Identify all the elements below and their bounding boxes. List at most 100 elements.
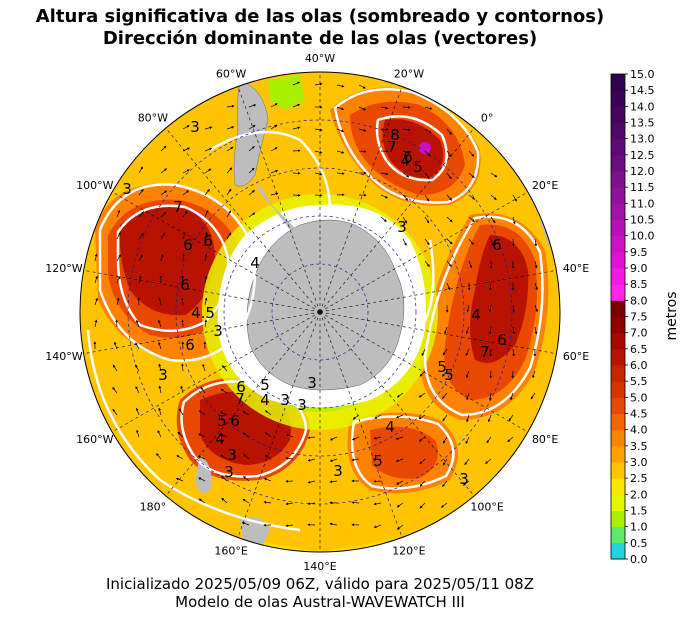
longitude-label: 80°W <box>138 111 168 124</box>
direction-arrow <box>270 103 278 108</box>
colorbar-segment <box>611 526 625 544</box>
direction-arrow <box>488 282 492 291</box>
direction-arrow <box>158 385 162 394</box>
direction-arrow <box>204 147 213 152</box>
direction-arrow <box>424 172 430 180</box>
direction-arrow <box>358 106 367 111</box>
direction-arrow <box>204 168 212 174</box>
direction-arrow <box>264 454 272 460</box>
meridian-line <box>319 270 557 313</box>
colorbar-tick-label: 14.0 <box>630 100 655 113</box>
contour-label: 5 <box>373 452 383 470</box>
direction-arrow <box>204 253 208 262</box>
direction-arrow <box>204 319 208 328</box>
contour-label: 6 <box>492 236 502 254</box>
colorbar-segment <box>611 397 625 414</box>
longitude-labels: 40°W 20°W 0° 20°E 40°E 60°E 80°E 100°E 120°E 140°… <box>45 52 589 573</box>
direction-arrow <box>221 476 228 482</box>
direction-arrow <box>204 231 208 240</box>
direction-arrow <box>358 128 367 132</box>
colorbar-tick-label: 12.5 <box>630 149 655 162</box>
direction-arrow <box>292 193 301 197</box>
colorbar-tick-label: 10.5 <box>630 214 655 227</box>
direction-arrow <box>402 106 411 109</box>
direction-arrow <box>177 431 184 438</box>
direction-arrow <box>138 233 144 240</box>
colorbar-tick-label: 0.0 <box>630 553 648 566</box>
direction-arrow <box>138 275 142 284</box>
direction-arrow <box>402 238 407 246</box>
direction-arrow <box>202 363 206 372</box>
direction-arrow <box>175 477 184 482</box>
colorbar-segment <box>611 284 625 301</box>
contour-label: 6 <box>203 232 213 250</box>
direction-arrow <box>512 304 515 313</box>
direction-arrow <box>489 348 493 357</box>
contour-label: 3 <box>297 396 307 414</box>
direction-arrow <box>135 407 140 416</box>
contour-label: 3 <box>333 462 343 480</box>
contour-label: 6 <box>403 148 413 166</box>
direction-arrow <box>241 522 250 526</box>
direction-arrow <box>336 84 345 88</box>
direction-arrow <box>181 363 184 372</box>
colorbar-tick-label: 5.0 <box>630 391 648 404</box>
direction-arrow <box>112 364 118 372</box>
direction-arrow <box>418 392 426 398</box>
direction-arrow <box>443 436 448 444</box>
direction-arrow <box>465 326 470 335</box>
direction-arrow <box>352 414 360 420</box>
colorbar-tick-label: 10.0 <box>630 230 655 243</box>
direction-arrow <box>116 297 120 306</box>
colorbar-segment <box>611 478 625 495</box>
direction-arrow <box>182 190 190 196</box>
direction-arrow <box>160 190 168 196</box>
direction-arrow <box>138 211 145 218</box>
direction-arrow <box>446 282 451 291</box>
contour-label: 3 <box>227 446 237 464</box>
colorbar-segment <box>611 413 625 431</box>
direction-arrow <box>534 260 538 269</box>
contour-label: 4 <box>215 430 225 448</box>
direction-arrow <box>116 254 121 262</box>
contour-label: 7 <box>173 198 183 216</box>
direction-arrow <box>182 169 190 174</box>
direction-arrow <box>160 145 167 152</box>
contour-label: 6 <box>230 412 240 430</box>
direction-arrow <box>466 392 470 401</box>
direction-arrow <box>329 522 338 526</box>
direction-arrow <box>488 326 492 335</box>
colorbar-tick-label: 15.0 <box>630 68 655 81</box>
contour-label: 3 <box>122 180 132 198</box>
direction-arrow <box>446 238 453 245</box>
contour-label: 3 <box>190 118 200 136</box>
direction-arrow <box>112 408 118 416</box>
direction-arrow <box>248 125 256 130</box>
direction-arrow <box>314 172 323 176</box>
direction-arrow <box>446 150 452 158</box>
colorbar-tick-label: 2.0 <box>630 488 648 501</box>
direction-arrow <box>181 297 184 306</box>
direction-arrow <box>490 194 497 201</box>
direction-arrow <box>116 276 121 284</box>
direction-arrow <box>226 146 234 152</box>
longitude-label: 120°W <box>45 262 82 275</box>
meridian-line <box>237 86 321 313</box>
direction-arrow <box>136 319 140 328</box>
direction-arrow <box>358 84 366 89</box>
colorbar-segment <box>611 90 625 107</box>
direction-arrow <box>307 502 316 506</box>
direction-arrow <box>419 458 426 465</box>
contour-label: 6 <box>180 276 190 294</box>
colorbar-tick-label: 4.0 <box>630 424 648 437</box>
direction-arrow <box>204 210 209 218</box>
direction-arrow <box>307 480 316 484</box>
caption-line-1: Inicializado 2025/05/09 06Z, válido para… <box>106 575 534 593</box>
meridian-line <box>319 127 475 313</box>
colorbar-tick-label: 14.5 <box>630 84 655 97</box>
colorbar-segment <box>611 300 625 317</box>
contour-label: 3 <box>397 218 407 236</box>
meridian-line <box>319 311 475 497</box>
